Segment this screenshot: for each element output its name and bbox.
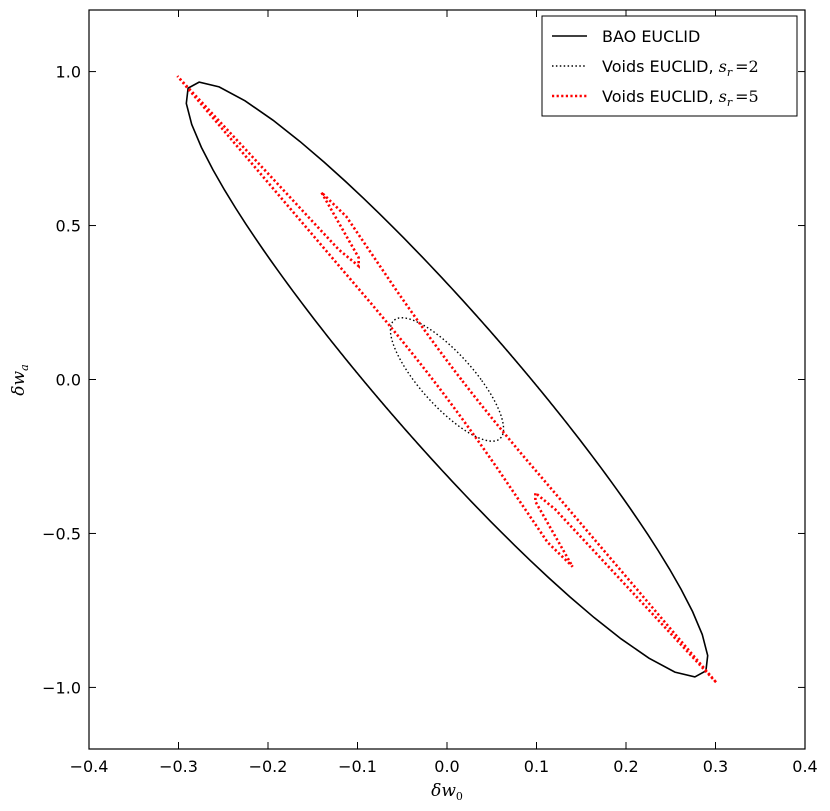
y-tick-label: −1.0	[42, 678, 81, 697]
y-axis-ticks: 1.0 0.5 0.0 −0.5 −1.0	[42, 63, 805, 697]
plot-area	[89, 10, 805, 749]
contour-2	[176, 75, 718, 684]
legend-label: Voids EUCLID, sr =2	[602, 57, 759, 79]
x-tick-label: −0.4	[70, 757, 109, 776]
y-tick-label: 0.5	[56, 217, 81, 236]
legend: BAO EUCLID Voids EUCLID, sr =2 Voids EUCLID…	[541, 15, 798, 117]
legend-label: Voids EUCLID, sr =5	[602, 87, 759, 109]
legend-label: BAO EUCLID	[602, 27, 700, 46]
x-tick-label: −0.2	[249, 757, 288, 776]
x-tick-label: 0.3	[703, 757, 728, 776]
x-axis-ticks: −0.4 −0.3 −0.2 −0.1 0.0 0.1 0.2 0.3 0.4	[70, 10, 818, 776]
x-axis-label: δw0	[431, 781, 463, 803]
y-tick-label: −0.5	[42, 524, 81, 543]
x-tick-label: 0.0	[434, 757, 459, 776]
x-tick-label: 0.2	[613, 757, 638, 776]
y-tick-label: 0.0	[56, 371, 81, 390]
ellipse-group	[176, 75, 718, 684]
contour-1	[389, 317, 505, 442]
x-tick-label: −0.1	[338, 757, 377, 776]
contour-0	[185, 81, 709, 678]
y-axis-label: δwa	[9, 364, 31, 395]
x-tick-label: −0.3	[159, 757, 198, 776]
x-tick-label: 0.4	[792, 757, 817, 776]
x-tick-label: 0.1	[524, 757, 549, 776]
y-tick-label: 1.0	[56, 63, 81, 82]
